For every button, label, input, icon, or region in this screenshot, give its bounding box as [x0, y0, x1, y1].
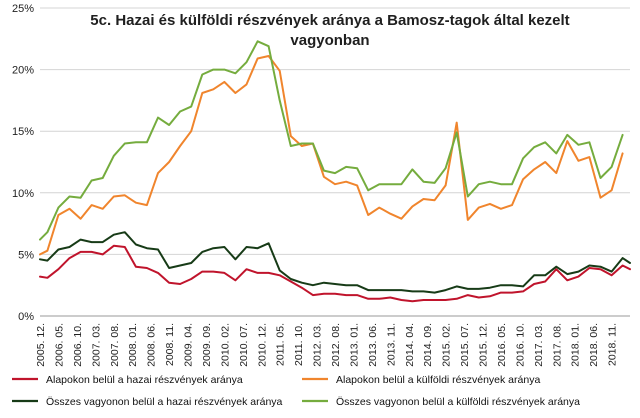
x-tick-label: 2006. 05.: [53, 323, 65, 367]
x-tick-label: 2007. 03.: [90, 323, 102, 367]
x-tick-label: 2014. 09.: [422, 323, 434, 367]
series-line-4: [39, 40, 624, 241]
y-axis-ticks: 0% 5% 10% 15% 20% 25%: [12, 3, 34, 323]
series-line-1: [39, 244, 631, 303]
x-tick-label: 2018. 11.: [607, 323, 619, 366]
chart-title-line-2: vagyonban: [290, 32, 369, 49]
x-tick-label: 2005. 12.: [35, 323, 47, 367]
x-tick-label: 2008. 11.: [164, 323, 176, 366]
y-tick-label: 15%: [12, 126, 34, 138]
y-tick-label: 0%: [18, 311, 34, 323]
series-line-3: [39, 231, 631, 294]
chart-title-line-1: 5c. Hazai és külföldi részvények aránya …: [90, 12, 569, 29]
x-tick-label: 2018. 01.: [570, 323, 582, 367]
x-tick-label: 2010. 02.: [219, 323, 231, 367]
x-tick-label: 2016. 05.: [496, 323, 508, 367]
x-tick-label: 2012. 08.: [330, 323, 342, 367]
legend: Alapokon belül a hazai részvények aránya…: [12, 374, 580, 408]
x-tick-label: 2008. 06.: [146, 323, 158, 367]
gridlines: [40, 7, 630, 255]
x-tick-label: 2013. 11.: [385, 323, 397, 366]
y-tick-label: 10%: [12, 188, 34, 200]
x-tick-label: 2013. 01.: [348, 323, 360, 367]
x-tick-label: 2016. 10.: [514, 323, 526, 367]
legend-label: Alapokon belül a külföldi részvények ará…: [336, 374, 540, 386]
y-tick-label: 25%: [12, 3, 34, 15]
legend-label: Összes vagyonon belül a külföldi részvén…: [336, 396, 580, 408]
x-tick-label: 2011. 10.: [293, 323, 305, 366]
legend-label: Összes vagyonon belül a hazai részvények…: [46, 396, 283, 408]
series-lines: [39, 40, 631, 303]
x-tick-label: 2015. 02.: [441, 323, 453, 367]
x-tick-label: 2015. 07.: [459, 323, 471, 367]
x-tick-label: 2010. 12.: [256, 323, 268, 367]
legend-label: Alapokon belül a hazai részvények aránya: [46, 374, 243, 386]
x-tick-label: 2013. 06.: [367, 323, 379, 367]
x-tick-label: 2006. 10.: [72, 323, 84, 367]
x-tick-label: 2007. 08.: [109, 323, 121, 367]
x-tick-label: 2011. 05.: [275, 323, 287, 366]
x-tick-label: 2018. 06.: [588, 323, 600, 367]
x-tick-label: 2009. 09.: [201, 323, 213, 367]
x-axis-ticks: 2005. 12. 2006. 05. 2006. 10. 2007. 03. 2007…: [35, 323, 619, 367]
y-tick-label: 20%: [12, 65, 34, 77]
x-tick-label: 2008. 01.: [127, 323, 139, 367]
x-tick-label: 2009. 04.: [183, 323, 195, 367]
y-tick-label: 5%: [18, 249, 34, 261]
x-tick-label: 2014. 04.: [404, 323, 416, 367]
series-line-2: [39, 55, 624, 256]
x-tick-label: 2017. 03.: [533, 323, 545, 367]
x-tick-label: 2017. 08.: [551, 323, 563, 367]
x-tick-label: 2010. 07.: [238, 323, 250, 367]
x-tick-label: 2012. 03.: [312, 323, 324, 367]
x-tick-label: 2015. 12.: [478, 323, 490, 367]
